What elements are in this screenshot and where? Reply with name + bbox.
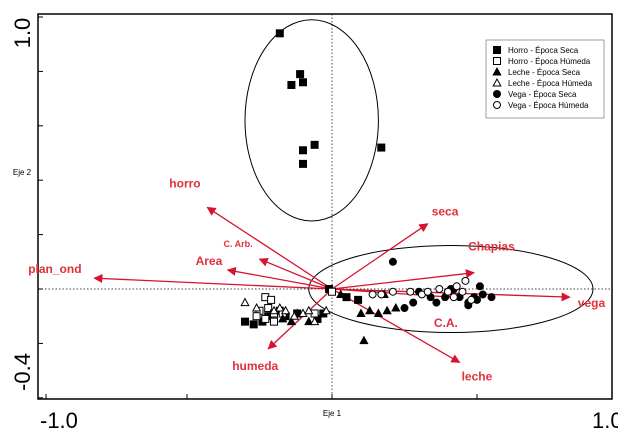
legend-marker (493, 57, 501, 65)
data-point (280, 305, 291, 315)
data-point (289, 311, 299, 320)
data-point (423, 287, 432, 296)
arrow-label: horro (169, 176, 200, 190)
arrow-label: seca (432, 205, 459, 219)
loading-arrow (267, 288, 333, 350)
legend-marker (492, 66, 502, 76)
arrow-label: vega (578, 296, 606, 310)
data-point (278, 313, 288, 323)
data-point (286, 316, 297, 326)
data-point (391, 302, 401, 312)
data-point (275, 302, 285, 312)
data-point (461, 276, 470, 285)
arrow-label: plan_ond (28, 262, 81, 276)
data-point (368, 290, 377, 299)
data-point (409, 298, 418, 307)
data-point (478, 290, 487, 299)
arrow-label: Chapias (468, 240, 515, 254)
data-point (336, 289, 346, 298)
loading-arrow (226, 266, 333, 290)
data-point (388, 257, 397, 266)
data-point (241, 317, 249, 326)
loading-arrow (331, 269, 476, 290)
group-ellipse (308, 244, 594, 334)
legend-marker (493, 46, 501, 54)
data-point (296, 70, 305, 79)
x-tick-label: 1.0 (592, 408, 618, 428)
arrow-label: leche (462, 369, 493, 383)
data-point (377, 290, 386, 299)
y-tick-label: 1.0 (10, 18, 35, 49)
data-point (321, 305, 331, 315)
data-point (328, 287, 336, 296)
legend-marker (493, 101, 501, 109)
data-point (275, 29, 284, 38)
legend-box (485, 39, 605, 119)
arrow-label: humeda (232, 359, 278, 373)
data-point (299, 159, 307, 168)
legend-label: Vega - Época Seca (508, 90, 577, 99)
data-point (269, 305, 279, 315)
data-point (310, 140, 319, 149)
data-point (270, 317, 278, 326)
legend-label: Leche - Época Seca (508, 68, 581, 77)
data-point (449, 293, 458, 302)
data-point (354, 295, 363, 304)
data-point (359, 335, 369, 345)
data-point (240, 297, 250, 307)
data-point (251, 302, 262, 312)
data-point (382, 305, 392, 315)
x-tick-label: -1.0 (40, 408, 78, 428)
data-point (467, 295, 476, 304)
loading-arrow (258, 257, 333, 290)
data-point (406, 287, 415, 296)
data-point (373, 308, 384, 317)
data-point (365, 305, 375, 315)
loading-arrow (331, 223, 429, 290)
data-point (452, 282, 461, 291)
legend-label: Vega - Época Húmeda (508, 101, 589, 110)
arrow-label: C. Arb. (224, 239, 253, 249)
arrow-label: C.A. (434, 316, 458, 330)
data-point (304, 305, 314, 315)
arrow-label: Area (196, 254, 223, 268)
data-point (435, 285, 444, 293)
data-point (261, 314, 270, 323)
loading-arrow (93, 273, 333, 290)
data-point (458, 287, 467, 296)
legend-label: Horro - Época Húmeda (508, 57, 591, 66)
data-point (304, 316, 314, 326)
data-point (475, 282, 484, 291)
data-point (287, 81, 296, 89)
data-point (264, 304, 273, 313)
data-point (432, 298, 441, 307)
data-point (377, 143, 386, 152)
loading-arrow (331, 288, 461, 364)
data-point (400, 304, 409, 313)
loading-arrow (206, 206, 333, 290)
data-point (444, 287, 452, 296)
data-point (487, 293, 496, 302)
data-point (249, 320, 258, 329)
legend-label: Horro - Época Seca (508, 46, 579, 55)
data-point (309, 316, 320, 326)
data-point (388, 287, 397, 296)
legend-label: Leche - Época Húmeda (508, 79, 593, 88)
legend-marker (493, 90, 501, 98)
data-point (267, 295, 276, 304)
data-point (356, 308, 366, 317)
y-tick-label: -0.4 (10, 353, 35, 391)
plot-frame (37, 13, 613, 400)
data-point (252, 312, 261, 321)
data-point (299, 78, 307, 87)
group-ellipse (244, 19, 379, 222)
x-axis-label: Eje 1 (323, 409, 342, 418)
data-point (299, 146, 307, 155)
legend-marker (492, 77, 502, 87)
y-axis-label: Eje 2 (13, 168, 32, 177)
